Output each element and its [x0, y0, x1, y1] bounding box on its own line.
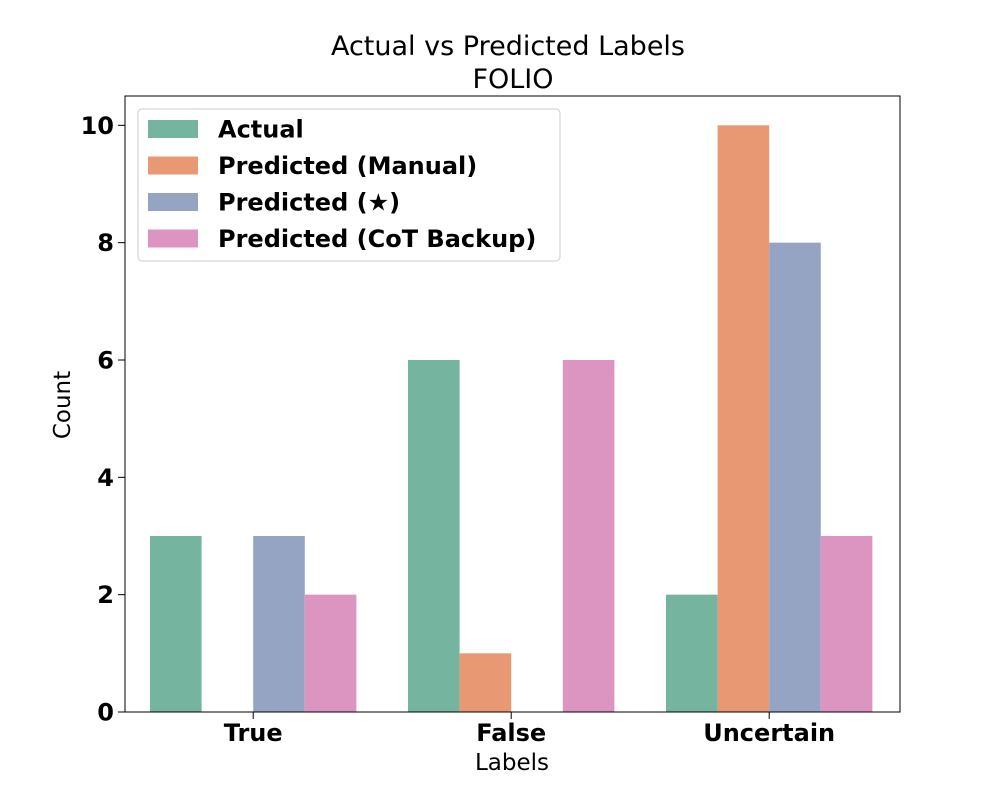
x-tick-label: False	[476, 719, 546, 747]
x-tick-label: Uncertain	[703, 719, 835, 747]
y-tick-label: 6	[97, 347, 114, 375]
bar-uncertain-series-2	[769, 242, 821, 712]
x-axis-ticks: True False Uncertain	[224, 712, 835, 747]
y-tick-label: 10	[81, 112, 114, 140]
x-tick-label: True	[224, 719, 283, 747]
legend-label: Predicted (★)	[218, 189, 400, 217]
bar-true-series-3	[304, 594, 357, 712]
y-tick-label: 2	[97, 581, 114, 609]
legend-swatch	[148, 193, 198, 211]
chart-subtitle: FOLIO	[472, 64, 553, 95]
bar-true-series-2	[253, 536, 305, 712]
y-tick-label: 4	[97, 464, 114, 492]
legend-swatch	[148, 156, 198, 175]
bar-false-series-0	[408, 360, 460, 712]
legend-swatch	[148, 120, 198, 138]
y-tick-label: 0	[97, 699, 114, 727]
y-tick-label: 8	[97, 229, 114, 257]
chart-title: Actual vs Predicted Labels	[331, 31, 685, 62]
bars-group	[150, 125, 873, 713]
bar-uncertain-series-3	[820, 536, 873, 712]
x-axis-label: Labels	[475, 750, 549, 776]
legend-swatch	[148, 229, 198, 248]
legend-label: Predicted (CoT Backup)	[218, 225, 536, 253]
legend-label: Predicted (Manual)	[218, 152, 477, 180]
bar-true-series-0	[150, 536, 202, 712]
plot-frame	[124, 95, 901, 713]
bar-false-series-3	[562, 360, 615, 712]
legend: Actual Predicted (Manual) Predicted (★) Pre…	[137, 108, 561, 262]
y-axis-label: Count	[50, 371, 76, 439]
bar-uncertain-series-0	[666, 594, 718, 712]
y-axis-ticks: 0 2 4 6 8 10	[81, 112, 125, 727]
bar-false-series-1	[459, 653, 512, 712]
legend-frame	[137, 108, 561, 262]
bar-uncertain-series-1	[717, 125, 770, 713]
legend-label: Actual	[218, 116, 304, 144]
